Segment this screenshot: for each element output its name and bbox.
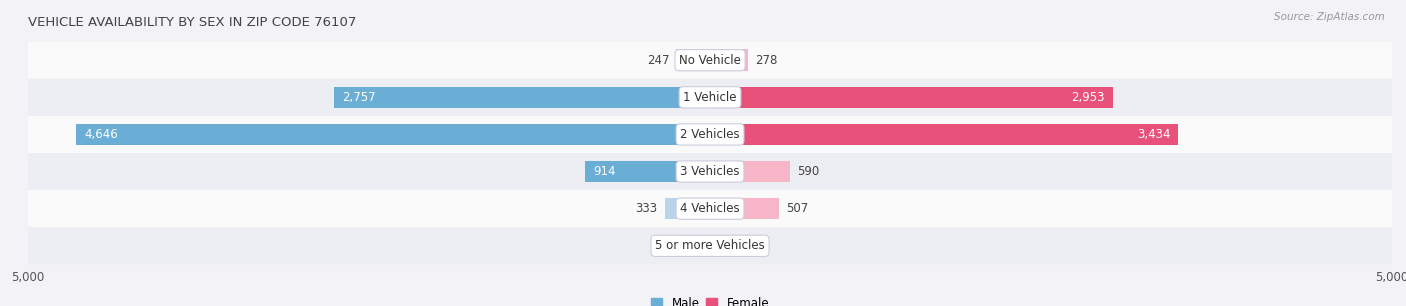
Text: 4 Vehicles: 4 Vehicles — [681, 202, 740, 215]
Legend: Male, Female: Male, Female — [651, 297, 769, 306]
FancyBboxPatch shape — [28, 190, 1392, 227]
Bar — [335, 87, 710, 108]
Bar — [710, 198, 779, 219]
Bar — [710, 235, 727, 256]
FancyBboxPatch shape — [28, 153, 1392, 190]
Bar — [665, 198, 710, 219]
Text: 2,953: 2,953 — [1071, 91, 1105, 104]
Text: 5 or more Vehicles: 5 or more Vehicles — [655, 239, 765, 252]
Bar — [710, 50, 748, 71]
Bar — [76, 124, 710, 145]
Bar — [710, 87, 1112, 108]
Text: 914: 914 — [593, 165, 616, 178]
Text: No Vehicle: No Vehicle — [679, 54, 741, 67]
Text: VEHICLE AVAILABILITY BY SEX IN ZIP CODE 76107: VEHICLE AVAILABILITY BY SEX IN ZIP CODE … — [28, 16, 357, 29]
Bar — [676, 50, 710, 71]
Text: 2 Vehicles: 2 Vehicles — [681, 128, 740, 141]
Text: 1 Vehicle: 1 Vehicle — [683, 91, 737, 104]
FancyBboxPatch shape — [28, 79, 1392, 116]
Text: 590: 590 — [797, 165, 820, 178]
Text: 247: 247 — [647, 54, 669, 67]
Text: 195: 195 — [654, 239, 676, 252]
Text: 333: 333 — [636, 202, 658, 215]
Text: 507: 507 — [786, 202, 808, 215]
Text: 4,646: 4,646 — [84, 128, 118, 141]
Text: 3,434: 3,434 — [1136, 128, 1170, 141]
FancyBboxPatch shape — [28, 42, 1392, 79]
FancyBboxPatch shape — [28, 116, 1392, 153]
Bar — [585, 161, 710, 182]
Text: 278: 278 — [755, 54, 778, 67]
Bar — [710, 124, 1178, 145]
Text: 123: 123 — [734, 239, 756, 252]
Text: 3 Vehicles: 3 Vehicles — [681, 165, 740, 178]
Bar — [683, 235, 710, 256]
Text: 2,757: 2,757 — [342, 91, 375, 104]
Text: Source: ZipAtlas.com: Source: ZipAtlas.com — [1274, 12, 1385, 22]
Bar — [710, 161, 790, 182]
FancyBboxPatch shape — [28, 227, 1392, 264]
